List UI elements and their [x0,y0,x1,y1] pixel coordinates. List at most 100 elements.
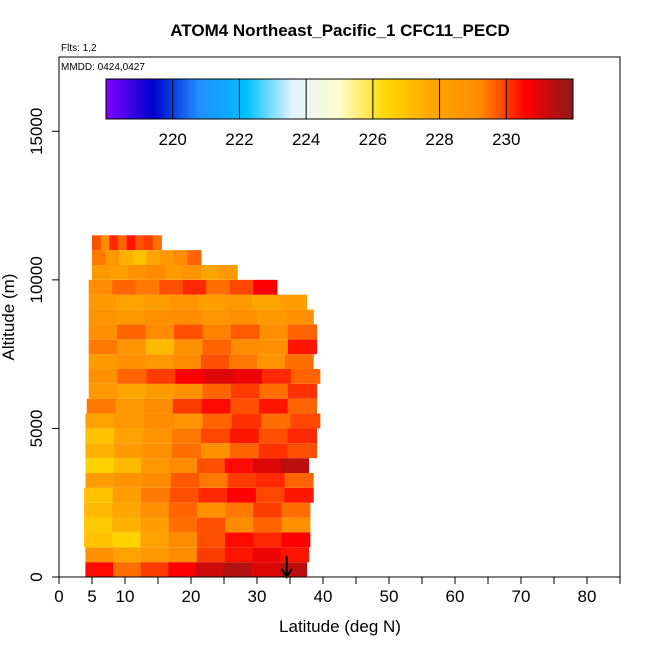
heatmap-cell [257,309,286,325]
heatmap-cell [252,294,280,310]
dates-label: MMDD: 0424,0427 [61,62,145,73]
heatmap-cell [169,547,198,563]
colorbar: 220 222 224 226 228 230 [105,78,574,149]
heatmap-cell [287,398,317,414]
y-tick-label: 5000 [27,410,46,448]
heatmap-cell [85,458,114,473]
heatmap-cell [225,502,254,518]
heatmap-cell [169,487,200,503]
heatmap-cell [128,265,148,280]
heatmap-cell [201,398,231,414]
heatmap-cell [135,235,145,251]
heatmap-cell [200,428,231,444]
heatmap-cell [198,487,228,503]
heatmap-cell [143,413,174,429]
heatmap-cell [105,250,120,265]
heatmap-cell [144,309,174,325]
x-tick-label: 60 [446,587,465,606]
colorbar-tick-label: 224 [292,130,320,149]
heatmap-cell [172,398,203,414]
heatmap-cell [280,547,310,563]
heatmap-cell [196,547,226,563]
x-tick-label: 10 [116,587,135,606]
heatmap-cell [115,398,145,414]
heatmap-cell [253,532,283,548]
heatmap-cell [202,324,232,340]
y-tick-label: 10000 [27,256,46,303]
heatmap-cell [200,265,220,280]
colorbar-tick-label: 226 [359,130,387,149]
heatmap-cell [140,502,170,518]
heatmap-cell [197,294,226,310]
axes: 0 5 10 20 30 40 50 60 70 80 0 5000 10000 15000 [27,108,621,606]
heatmap-cell [143,235,154,251]
heatmap-cell [84,517,113,533]
heatmap-cell [281,532,311,548]
y-tick-label: 0 [27,572,46,581]
heatmap-cell [115,294,144,310]
heatmap-cell [169,458,198,473]
heatmap-cell [88,369,119,384]
heatmap-cell [202,339,232,355]
heatmap-cell [145,383,175,399]
heatmap-cell [85,443,115,459]
heatmap-cell [114,428,144,444]
heatmap-cell [224,294,253,310]
heatmap-cell [253,502,283,518]
heatmap-cell [170,294,199,310]
heatmap-cell [261,369,292,384]
colorbar-tick-label: 220 [159,130,187,149]
heatmap-cell [143,443,173,459]
heatmap-cell [84,487,114,503]
heatmap-cell [113,458,142,473]
heatmap-cell [112,487,142,503]
heatmap-cell [92,265,111,280]
heatmap-cell [100,235,110,251]
heatmap-cell [117,369,148,384]
heatmap-cell [259,324,289,340]
heatmap-cell [255,487,286,503]
heatmap-cell [187,250,202,265]
heatmap-cell [228,354,258,369]
heatmap-cell [84,532,113,548]
heatmap-cell [175,369,205,384]
heatmap-cell [196,458,226,473]
heatmap-cell [231,413,262,429]
heatmap-cell [182,279,207,295]
heatmap-cell [230,398,260,414]
flights-label: Flts: 1,2 [61,43,97,54]
heatmap-cell [88,324,118,340]
heatmap-cell [117,235,128,251]
heatmap-cell [113,547,142,563]
x-axis-label: Latitude (deg N) [279,617,401,636]
heatmap-cell [279,294,308,310]
heatmap-cell [126,235,136,251]
heatmap-cell [287,443,317,459]
heatmap-cell [174,324,204,340]
heatmap-cell [114,443,144,459]
arrow-head [280,568,293,579]
heatmap-cell [117,324,147,340]
heatmap-cell [143,294,171,310]
heatmap-cell [168,517,198,533]
heatmap-cell [85,428,115,444]
heatmap-cell [287,339,317,355]
heatmap-cell [258,428,289,444]
heatmap-cell [284,473,314,488]
heatmap-cell [252,547,282,563]
heatmap-cell [195,562,225,577]
heatmap-cell [85,413,116,429]
y-tick-label: 15000 [27,108,46,155]
heatmap-cell [284,487,314,503]
heatmap-cell [110,265,129,280]
heatmap-cell [112,279,137,295]
heatmap-cell [88,294,117,310]
heatmap-cell [290,413,321,429]
heatmap-cell [196,502,226,518]
heatmap-cell [116,309,146,325]
heatmap-cell [172,428,202,444]
heatmap-cell [252,458,282,473]
heatmap-cell [173,250,188,265]
heatmap-cell [146,369,176,384]
